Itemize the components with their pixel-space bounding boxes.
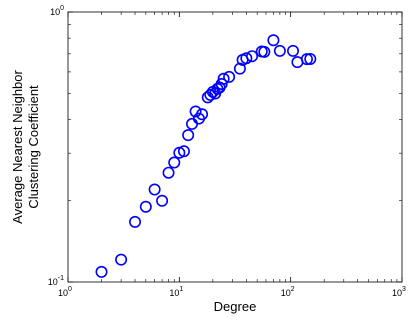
- x-tick-label: 102: [281, 286, 295, 298]
- x-tick-label: 101: [169, 286, 183, 298]
- y-tick-label: 10-1: [48, 275, 64, 287]
- x-tick-label-base: 10: [392, 288, 402, 298]
- y-tick-label-base: 10: [48, 277, 58, 287]
- y-tick-label: 100: [50, 5, 64, 17]
- x-tick-label-exponent: 2: [291, 286, 295, 293]
- plot-area: [68, 12, 402, 282]
- x-tick-label-base: 10: [58, 288, 68, 298]
- x-tick-label-exponent: 0: [68, 286, 72, 293]
- x-tick-label: 100: [58, 286, 72, 298]
- x-tick-label-base: 10: [169, 288, 179, 298]
- y-axis-label-line-1: Average Nearest Neighbor: [10, 69, 25, 223]
- y-axis-label-line-2: Clustering Coefficient: [26, 85, 41, 209]
- x-tick-label: 103: [392, 286, 406, 298]
- y-tick-label-exponent: -1: [58, 275, 64, 282]
- x-tick-label-base: 10: [281, 288, 291, 298]
- x-axis-label: Degree: [214, 299, 257, 314]
- y-tick-label-exponent: 0: [60, 5, 64, 12]
- x-tick-label-exponent: 1: [179, 286, 183, 293]
- y-tick-label-base: 10: [50, 7, 60, 17]
- x-tick-label-exponent: 3: [402, 286, 406, 293]
